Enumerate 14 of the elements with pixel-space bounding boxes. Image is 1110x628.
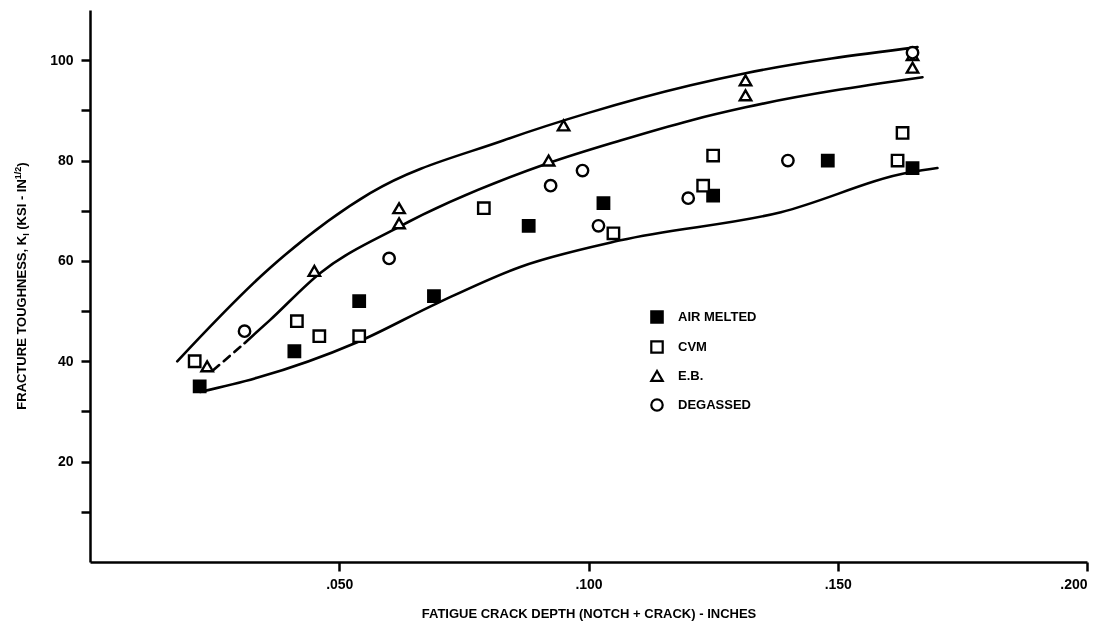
x-tick-label: .200	[1060, 575, 1088, 592]
y-tick-label: 100	[50, 51, 74, 68]
y-tick-label: 40	[57, 352, 74, 369]
legend-label: AIR MELTED	[678, 309, 757, 324]
x-tick-label: .150	[824, 575, 853, 592]
y-tick-label: 80	[57, 152, 74, 169]
y-tick-label: 60	[57, 252, 74, 269]
x-tick-label: .100	[575, 575, 603, 592]
legend-label: DEGASSED	[678, 397, 751, 412]
legend-label: E.B.	[678, 368, 704, 383]
x-tick-label: .050	[326, 575, 354, 592]
x-axis-title: FATIGUE CRACK DEPTH (NOTCH + CRACK) - INCHES	[421, 605, 757, 621]
y-tick-label: 20	[57, 453, 74, 470]
legend-label: CVM	[678, 339, 707, 354]
